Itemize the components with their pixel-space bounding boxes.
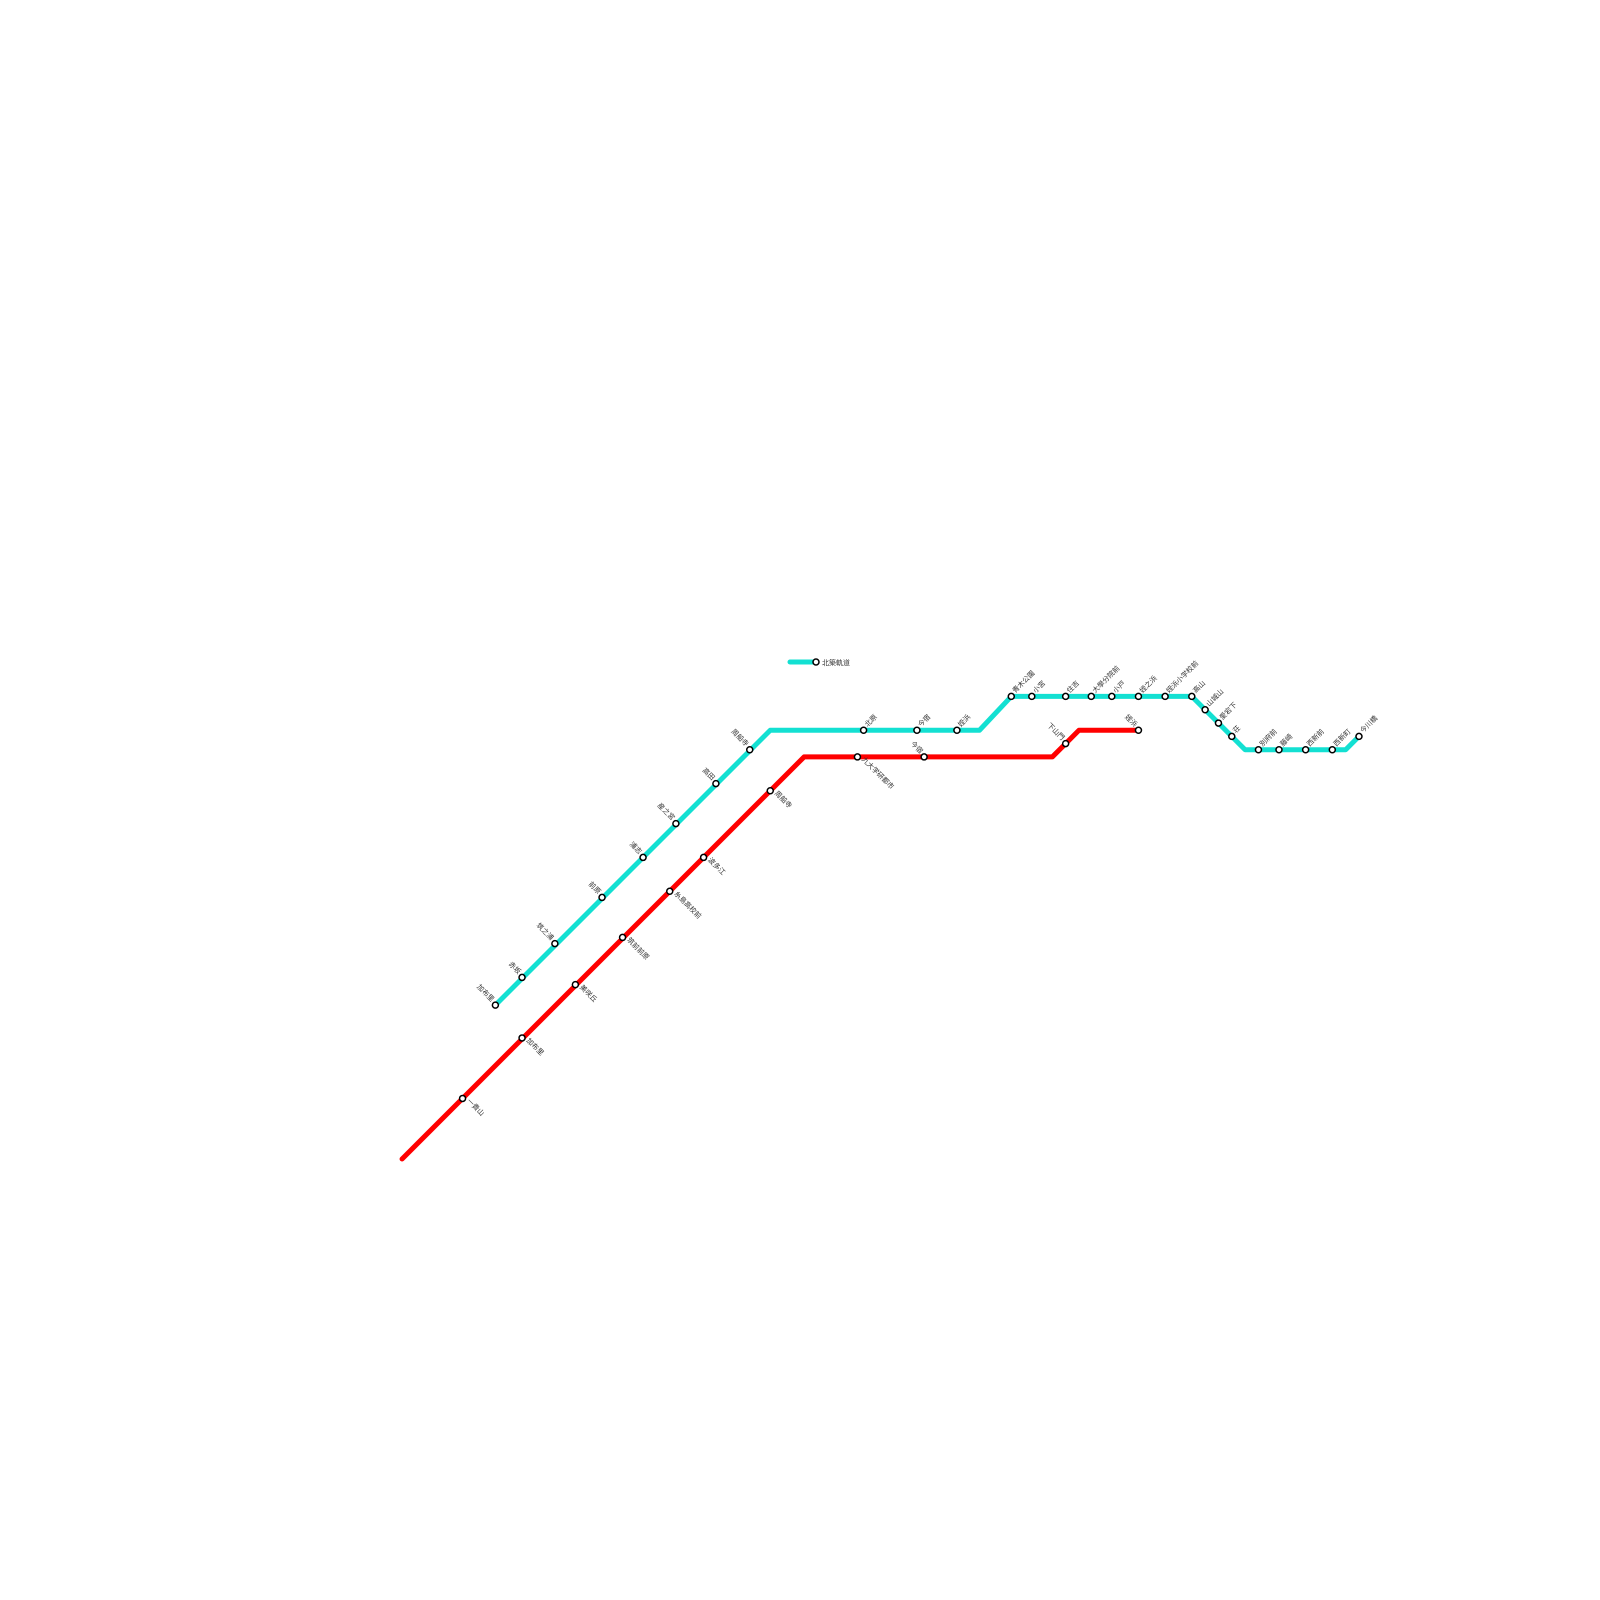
cyan-line-station-marker[interactable]	[745, 745, 754, 754]
cyan-line-station-label: 藤崎	[1278, 732, 1294, 748]
cyan-line-station-marker[interactable]	[1108, 692, 1116, 701]
cyan-line-station-marker[interactable]	[953, 726, 961, 735]
cyan-line-station-marker[interactable]	[551, 939, 559, 948]
cyan-line-station-label: 周船寺	[729, 727, 750, 748]
cyan-line-station-marker[interactable]	[859, 726, 868, 735]
cyan-line-station-label: 西新前	[1305, 727, 1326, 748]
red-line-station-label: 美咲丘	[578, 983, 599, 1004]
cyan-line-station-marker[interactable]	[712, 779, 720, 788]
red-line-station-label: 筑前前原	[625, 935, 651, 961]
red-line-station-label: 九大学研都市	[860, 755, 896, 791]
cyan-line-station-marker[interactable]	[491, 1001, 500, 1009]
red-line-station-marker[interactable]	[699, 853, 708, 862]
cyan-line-station-marker[interactable]	[1007, 692, 1016, 701]
legend-label: 北築軌道	[822, 658, 850, 667]
cyan-line-station-marker[interactable]	[672, 819, 680, 828]
cyan-line-station-marker[interactable]	[1228, 732, 1236, 741]
red-line-station-marker[interactable]	[618, 933, 627, 942]
red-line-station-marker[interactable]	[920, 753, 928, 761]
cyan-line-station-marker[interactable]	[1301, 745, 1310, 754]
red-line-station-label: 一貴山	[465, 1097, 486, 1118]
cyan-line-station-label: 山城山	[1204, 687, 1225, 708]
red-line-station-label: 今宿	[909, 739, 925, 755]
cyan-line-station-marker[interactable]	[1087, 692, 1096, 701]
cyan-line-station-marker[interactable]	[1275, 745, 1283, 754]
cyan-line-station-label: 今川橋	[1358, 714, 1379, 735]
cyan-line-station-marker[interactable]	[913, 726, 921, 735]
cyan-line-station-label: 別府前	[1258, 727, 1279, 748]
red-line-station-marker[interactable]	[853, 753, 862, 761]
cyan-line-station-label: 高山	[1191, 679, 1207, 695]
cyan-line-station-marker[interactable]	[518, 973, 526, 982]
cyan-line-station-label: 小宮	[1031, 679, 1047, 695]
cyan-line-station-label: 産之宮	[656, 801, 677, 822]
cyan-line-station-marker[interactable]	[1028, 692, 1036, 701]
cyan-line-station-marker[interactable]	[1134, 692, 1143, 701]
cyan-line-station-marker[interactable]	[1161, 692, 1169, 701]
cyan-line-station-label: 筑之浦	[535, 921, 556, 942]
cyan-line-station-marker[interactable]	[598, 893, 606, 902]
red-line-station-marker[interactable]	[665, 887, 674, 896]
red-line-station-marker[interactable]	[458, 1094, 467, 1103]
red-line-station-label: 波多江	[706, 855, 727, 876]
red-line-station-label: 加布里	[525, 1036, 546, 1057]
red-line-station-marker[interactable]	[571, 980, 580, 989]
cyan-line-station-marker[interactable]	[1254, 745, 1263, 754]
red-line-station-marker[interactable]	[518, 1034, 526, 1042]
cyan-line-station-label: 浦志	[628, 840, 644, 856]
red-line-station-marker[interactable]	[1061, 739, 1070, 748]
cyan-line-station-marker[interactable]	[1214, 719, 1223, 727]
red-line-station-label: 周船寺	[773, 789, 794, 810]
red-line-station-label: 糸島高校前	[672, 889, 703, 920]
cyan-line-station-label: 姪之浜	[1138, 674, 1159, 695]
red-line-station-label: 下山門	[1045, 721, 1066, 742]
cyan-line-station-marker[interactable]	[639, 853, 647, 862]
cyan-line-station-marker[interactable]	[1201, 705, 1209, 714]
cyan-line-station-marker[interactable]	[1061, 692, 1070, 701]
cyan-line-station-label: 高田	[701, 766, 717, 782]
red-line-station-label: 姪浜	[1123, 712, 1139, 728]
cyan-line-station-label: 前原	[587, 880, 603, 896]
cyan-line-station-marker[interactable]	[1328, 745, 1337, 754]
cyan-line-station-label: 姪浜	[956, 712, 972, 728]
cyan-line-station-label: 北原	[863, 713, 879, 729]
cyan-line-station-marker[interactable]	[1188, 692, 1196, 701]
red-line-station-marker[interactable]	[1134, 726, 1143, 735]
cyan-line-route	[492, 693, 1362, 1008]
red-line-route	[399, 727, 1141, 1162]
cyan-line-station-marker[interactable]	[1355, 732, 1363, 741]
legend-station-marker	[812, 658, 820, 666]
cyan-line-station-label: 加布里	[475, 982, 496, 1003]
red-line-station-marker[interactable]	[766, 787, 775, 795]
cyan-line-station-label: 住吉	[1065, 679, 1081, 695]
cyan-line-station-label: 荘	[1231, 724, 1242, 735]
cyan-line-station-label: 小戸	[1111, 679, 1127, 695]
cyan-line-station-label: 愛宕下	[1218, 700, 1239, 721]
legend: 北築軌道	[787, 658, 850, 667]
cyan-line-station-label: 今宿	[916, 712, 932, 728]
cyan-line-station-label: 赤坂	[507, 960, 523, 976]
